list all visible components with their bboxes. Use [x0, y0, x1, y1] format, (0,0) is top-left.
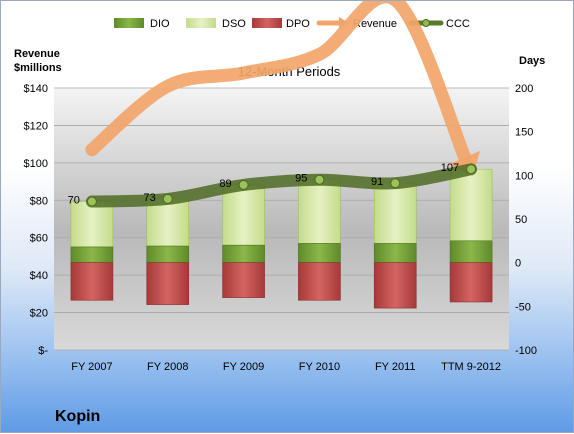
y-left-ticks: $- $20 $40 $60 $80 $100 $120 $140 — [24, 83, 49, 357]
ccc-series: 70 73 89 95 91 107 — [68, 162, 478, 208]
legend: DIO DSO DPO Revenue CCC — [114, 17, 470, 30]
y-left-tick-label: $40 — [30, 270, 48, 282]
ccc-data-label: 95 — [295, 173, 307, 185]
revenue-line — [85, 1, 473, 168]
y-right-tick-label: 100 — [515, 170, 533, 182]
ccc-marker — [86, 196, 97, 207]
bar-dso — [298, 179, 341, 244]
x-tick-label: TTM 9-2012 — [441, 361, 501, 373]
x-tick-label: FY 2007 — [71, 361, 112, 373]
company-name: Kopin — [55, 408, 100, 425]
y-left-tick-label: $- — [38, 345, 48, 357]
y-right-title: Days — [519, 55, 545, 67]
legend-swatch-dio — [114, 18, 144, 28]
ccc-marker — [314, 174, 325, 185]
y-left-tick-label: $140 — [24, 83, 48, 95]
y-right-tick-label: -100 — [515, 345, 537, 357]
bar-dio — [373, 243, 417, 263]
ccc-data-label: 70 — [68, 195, 80, 207]
ccc-line — [85, 163, 478, 208]
ccc-data-label: 73 — [144, 192, 156, 204]
bar-dpo — [298, 262, 341, 301]
legend-swatch-dso — [186, 18, 216, 28]
gridlines — [54, 87, 509, 351]
ccc-data-label: 91 — [371, 176, 383, 188]
y-left-tick-label: $60 — [30, 233, 48, 245]
y-left-tick-label: $120 — [24, 120, 48, 132]
y-right-tick-label: -50 — [515, 301, 531, 313]
bar-dio — [449, 240, 493, 263]
y-right-ticks: -100 -50 0 50 100 150 200 — [515, 83, 537, 357]
bar-dso — [146, 198, 190, 247]
legend-label-revenue: Revenue — [353, 18, 397, 30]
legend-label-ccc: CCC — [446, 18, 470, 30]
bar-dio — [146, 245, 190, 263]
ccc-data-label: 89 — [219, 178, 231, 190]
bar-dpo — [373, 262, 417, 309]
ccc-marker — [162, 193, 173, 204]
y-left-tick-label: $20 — [30, 308, 48, 320]
ccc-marker — [238, 179, 249, 190]
x-tick-label: FY 2011 — [375, 361, 416, 373]
bar-dio — [298, 243, 341, 263]
y-right-tick-label: 50 — [515, 214, 527, 226]
legend-label-dso: DSO — [222, 18, 246, 30]
ccc-data-label: 107 — [441, 162, 459, 174]
y-left-tick-label: $100 — [24, 158, 48, 170]
bar-dpo — [70, 262, 114, 301]
y-right-tick-label: 200 — [515, 83, 533, 95]
x-tick-label: FY 2009 — [223, 361, 264, 373]
y-right-tick-label: 0 — [515, 258, 521, 270]
x-tick-label: FY 2010 — [299, 361, 340, 373]
bars — [70, 168, 493, 309]
ccc-marker — [466, 164, 477, 175]
bar-dpo — [146, 262, 190, 305]
y-left-title-line1: Revenue — [14, 48, 60, 60]
bar-dso — [449, 168, 493, 242]
bar-dso — [222, 184, 265, 246]
plot-area — [54, 88, 509, 350]
legend-swatch-dpo — [252, 18, 282, 28]
y-left-title-line2: $millions — [14, 62, 62, 74]
bar-dso — [373, 182, 417, 244]
y-left-tick-label: $80 — [30, 195, 48, 207]
bar-dio — [222, 244, 265, 263]
ccc-marker — [390, 178, 401, 189]
bar-dso — [70, 201, 114, 248]
y-right-tick-label: 150 — [515, 127, 533, 139]
bar-dpo — [449, 262, 493, 303]
x-axis-labels: FY 2007 FY 2008 FY 2009 FY 2010 FY 2011 TTM 9… — [71, 361, 501, 373]
bar-dio — [70, 246, 114, 263]
bar-dpo — [222, 262, 265, 298]
legend-label-dio: DIO — [150, 18, 170, 30]
legend-label-dpo: DPO — [286, 18, 310, 30]
x-tick-label: FY 2008 — [147, 361, 188, 373]
